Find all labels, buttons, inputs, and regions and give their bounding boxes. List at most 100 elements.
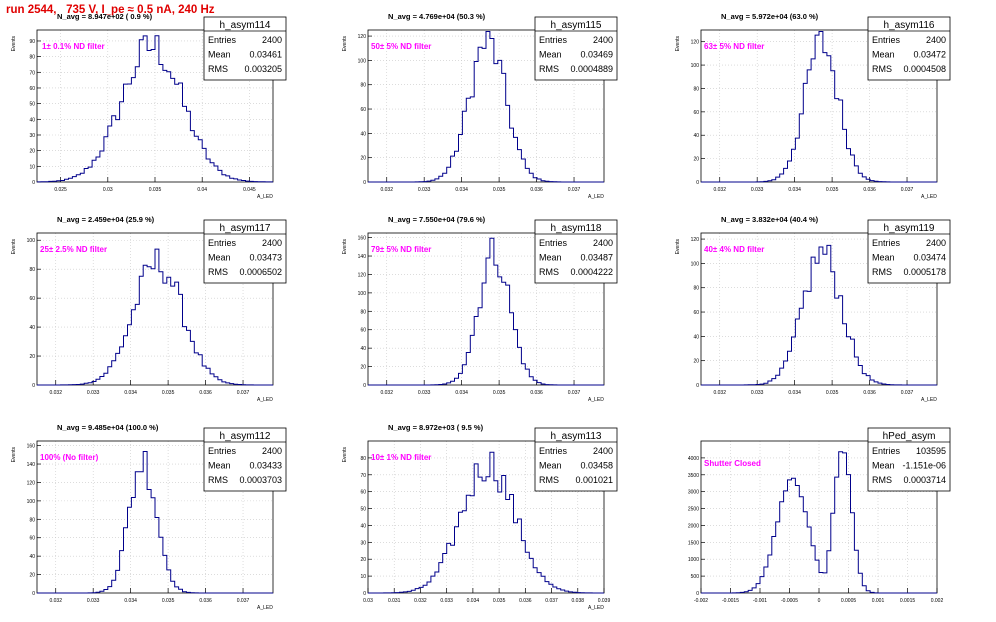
histogram-line: [368, 31, 604, 183]
y-tick-label: 20: [360, 156, 366, 162]
y-tick-label: 1000: [688, 557, 699, 563]
y-tick-label: 40: [29, 554, 35, 560]
filter-label: 100% (No filter): [40, 453, 99, 462]
stats-value: 0.0005178: [903, 267, 946, 277]
x-tick-label: -0.002: [694, 598, 708, 604]
y-tick-label: 80: [360, 456, 366, 462]
stats-value: 0.0006502: [239, 267, 282, 277]
y-tick-label: 70: [29, 70, 35, 76]
histogram-panel: 0 20 40 60 80 100 0.032 0.033 0.034 0.035 0.036 0.0…: [11, 215, 287, 403]
y-tick-label: 0: [32, 591, 35, 597]
x-tick-label: 0.002: [931, 598, 944, 604]
x-tick-label: 0.037: [545, 598, 558, 604]
stats-label: RMS: [539, 475, 559, 485]
y-tick-label: 500: [691, 574, 700, 580]
x-tick-label: 0.04: [197, 187, 207, 193]
y-axis-title: Events: [11, 36, 17, 52]
x-tick-label: 0.035: [493, 390, 506, 396]
filter-label: 1± 0.1% ND filter: [42, 42, 105, 51]
x-tick-label: 0.032: [713, 187, 726, 193]
stats-box: [867, 16, 951, 81]
stats-label: Mean: [208, 253, 231, 263]
stats-title: h_asym116: [884, 20, 935, 31]
stats-title: h_asym113: [551, 431, 602, 442]
histogram-panel: 0 20 40 60 80 100 120 0.032 0.033 0.034 0.035 0.036…: [675, 12, 951, 200]
stats-label: RMS: [872, 64, 892, 74]
stats-label: Mean: [539, 253, 562, 263]
x-tick-label: 0.037: [568, 187, 581, 193]
stats-label: Entries: [208, 35, 237, 45]
y-tick-label: 0: [32, 180, 35, 186]
y-axis-title: Events: [11, 239, 17, 255]
y-tick-label: 120: [358, 272, 367, 278]
run-title: run 2544, 735 V, I_pe ≈ 0.5 nA, 240 Hz: [6, 4, 215, 16]
filter-label: 40± 4% ND filter: [704, 245, 764, 254]
x-tick-label: 0.0015: [900, 598, 916, 604]
x-tick-label: 0.035: [493, 598, 506, 604]
y-tick-label: 3000: [688, 490, 699, 496]
stats-value: -1.151e-06: [902, 461, 946, 471]
histogram-panel: 0 20 40 60 80 100 120 0.032 0.033 0.034 0.035 0.036…: [675, 215, 951, 403]
y-tick-label: 40: [693, 334, 699, 340]
x-tick-label: 0.039: [598, 598, 611, 604]
histogram-panel: 0 10 20 30 40 50 60 70 80 90 0.025 0.03 0.035 0.04 0.0…: [11, 12, 287, 200]
histogram-line: [37, 35, 273, 183]
stats-label: RMS: [208, 267, 228, 277]
histogram-line: [37, 451, 273, 594]
plot-frame: [367, 232, 605, 386]
plot-frame: [700, 29, 938, 183]
x-tick-label: 0.033: [418, 187, 431, 193]
y-tick-label: 100: [691, 261, 700, 267]
histogram-line: [368, 237, 604, 386]
x-tick-label: 0.035: [162, 390, 175, 396]
y-tick-label: 0: [696, 180, 699, 186]
y-tick-label: 0: [696, 383, 699, 389]
stats-box: [534, 219, 618, 284]
y-tick-label: 100: [358, 291, 367, 297]
filter-label: 79± 5% ND filter: [371, 245, 431, 254]
x-tick-label: 0.031: [388, 598, 401, 604]
y-tick-label: 60: [29, 536, 35, 542]
x-tick-label: 0.033: [418, 390, 431, 396]
stats-label: Entries: [872, 446, 901, 456]
stats-title: h_asym118: [551, 223, 602, 234]
x-tick-label: 0.038: [572, 598, 585, 604]
y-tick-label: 60: [360, 107, 366, 113]
stats-label: Entries: [872, 238, 901, 248]
y-tick-label: 0: [363, 383, 366, 389]
y-tick-label: 70: [360, 473, 366, 479]
y-tick-label: 2000: [688, 523, 699, 529]
plot-frame: [36, 232, 274, 386]
histogram-panel: 0 20 40 60 80 100 120 0.032 0.033 0.034 0.035 0.036…: [342, 12, 618, 200]
stats-label: RMS: [208, 475, 228, 485]
x-axis-title: A_LED: [257, 397, 273, 403]
x-tick-label: 0.034: [124, 598, 137, 604]
y-tick-label: 60: [29, 86, 35, 92]
plot-frame: [700, 440, 938, 594]
stats-value: 2400: [262, 446, 282, 456]
histogram-panel: 0 20 40 60 80 100 120 140 160 0.032 0.033 0.034 0.03…: [342, 215, 618, 403]
x-tick-label: 0.036: [199, 598, 212, 604]
stats-label: RMS: [208, 64, 228, 74]
stats-value: 2400: [593, 238, 613, 248]
filter-label: 50± 5% ND filter: [371, 42, 431, 51]
x-tick-label: 0: [818, 598, 821, 604]
x-tick-label: 0.037: [237, 598, 250, 604]
x-tick-label: 0.034: [455, 390, 468, 396]
x-tick-label: 0.032: [49, 598, 62, 604]
y-tick-label: 20: [29, 354, 35, 360]
plot-frame: [367, 440, 605, 594]
x-tick-label: 0.033: [751, 390, 764, 396]
histogram-line: [701, 31, 937, 183]
y-tick-label: 80: [360, 309, 366, 315]
x-tick-label: 0.033: [440, 598, 453, 604]
y-tick-label: 30: [29, 133, 35, 139]
histogram-line: [701, 244, 937, 386]
y-tick-label: 20: [29, 573, 35, 579]
y-tick-label: 140: [27, 462, 36, 468]
x-tick-label: 0.025: [54, 187, 67, 193]
y-tick-label: 0: [696, 591, 699, 597]
x-axis-title: A_LED: [257, 194, 273, 200]
stats-label: RMS: [872, 475, 892, 485]
